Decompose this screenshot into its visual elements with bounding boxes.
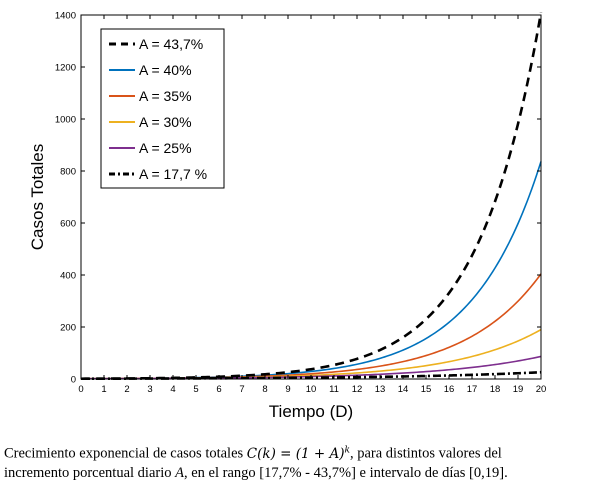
- x-tick-label: 10: [306, 384, 317, 395]
- x-tick-label: 18: [490, 384, 501, 395]
- x-tick-label: 13: [375, 384, 386, 395]
- caption-text-d: , en el rango [17,7% - 43,7%] e interval…: [183, 464, 508, 481]
- y-tick-label: 200: [60, 323, 76, 334]
- legend-label: A = 40%: [139, 62, 192, 78]
- y-tick-label: 1400: [55, 11, 76, 22]
- caption-text-c: incremento porcentual diario: [4, 464, 176, 481]
- x-tick-label: 17: [467, 384, 478, 395]
- y-tick-label: 600: [60, 219, 76, 230]
- figure-caption: Crecimiento exponencial de casos totales…: [4, 441, 602, 483]
- x-tick-label: 15: [421, 384, 432, 395]
- legend: A = 43,7% A = 40% A = 35% A = 30% A = 25% A =…: [100, 28, 225, 189]
- y-tick-label: 1200: [55, 63, 76, 74]
- x-axis-ticks: 0 1 2 3 4 5 6 7 8 9 10 11 12 13 14 15 16 17 18 19 20: [78, 15, 546, 395]
- line-chart: 0 1 2 3 4 5 6 7 8 9 10 11 12 13 14 15 16 17 18 19 20 0200400…: [28, 11, 546, 422]
- y-tick-label: 800: [60, 167, 76, 178]
- legend-box: [100, 28, 225, 189]
- y-axis-title: Casos Totales: [28, 144, 47, 250]
- y-tick-label: 1000: [55, 115, 76, 126]
- x-tick-label: 1: [101, 384, 106, 395]
- legend-label: A = 30%: [139, 114, 192, 130]
- caption-line-2: incremento porcentual diario A, en el ra…: [4, 464, 602, 483]
- x-tick-label: 5: [193, 384, 198, 395]
- caption-text-a: Crecimiento exponencial de casos totales: [4, 445, 247, 462]
- x-tick-label: 7: [239, 384, 244, 395]
- y-axis-ticks: 0 200 400 600 800 1000 1200 1400: [55, 11, 541, 386]
- x-tick-label: 8: [262, 384, 267, 395]
- caption-formula: C(k) = (1 + A)k: [246, 445, 350, 462]
- legend-label: A = 43,7%: [139, 36, 203, 52]
- caption-text-b: , para distintos valores del: [349, 445, 502, 462]
- legend-label: A = 35%: [139, 88, 192, 104]
- x-tick-label: 12: [352, 384, 363, 395]
- x-tick-label: 4: [170, 384, 175, 395]
- x-tick-label: 9: [285, 384, 290, 395]
- x-tick-label: 14: [398, 384, 409, 395]
- x-tick-label: 19: [513, 384, 524, 395]
- y-tick-label: 0: [71, 375, 76, 386]
- x-tick-label: 2: [124, 384, 129, 395]
- x-tick-label: 3: [147, 384, 152, 395]
- x-tick-label: 0: [78, 384, 83, 395]
- x-tick-label: 20: [536, 384, 547, 395]
- caption-var-a: A: [175, 464, 184, 481]
- x-axis-title: Tiempo (D): [269, 402, 353, 421]
- legend-label: A = 17,7 %: [139, 166, 207, 182]
- x-tick-label: 16: [444, 384, 455, 395]
- x-tick-label: 6: [216, 384, 221, 395]
- legend-label: A = 25%: [139, 140, 192, 156]
- x-tick-label: 11: [329, 384, 339, 395]
- y-tick-label: 400: [60, 271, 76, 282]
- caption-line-1: Crecimiento exponencial de casos totales…: [4, 441, 602, 464]
